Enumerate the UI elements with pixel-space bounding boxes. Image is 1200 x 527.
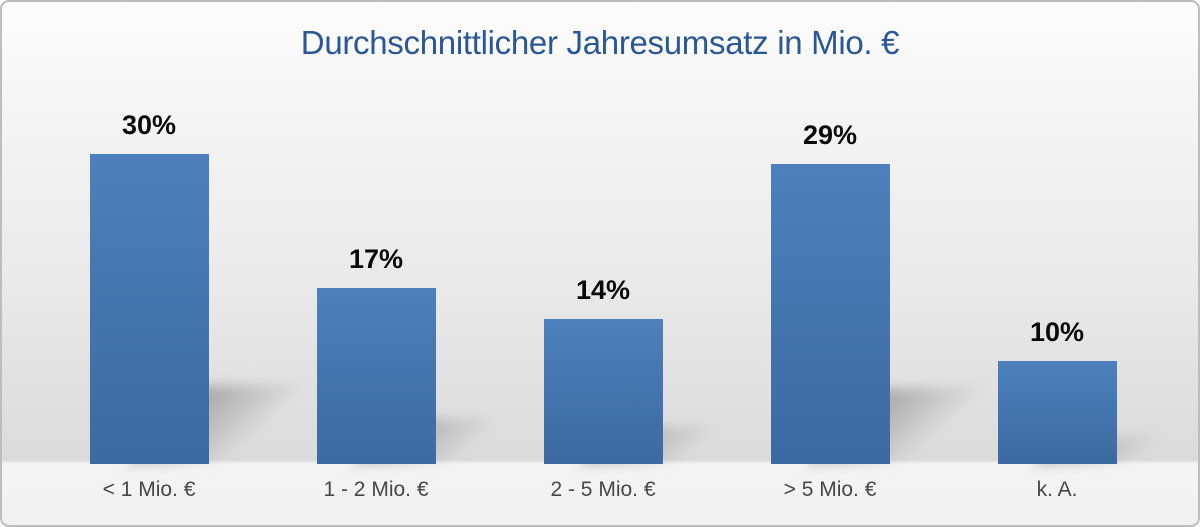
value-label: 17%	[348, 244, 404, 274]
chart-title: Durchschnittlicher Jahresumsatz in Mio. …	[300, 24, 900, 61]
value-label: 14%	[575, 275, 631, 305]
bar	[998, 361, 1117, 464]
category-label: > 5 Mio. €	[783, 478, 877, 501]
category-label: < 1 Mio. €	[102, 478, 196, 501]
value-label: 30%	[121, 110, 177, 140]
value-label: 29%	[802, 120, 858, 150]
value-label: 10%	[1029, 317, 1085, 347]
category-label: 1 - 2 Mio. €	[323, 478, 429, 501]
category-label: 2 - 5 Mio. €	[550, 478, 656, 501]
category-label: k. A.	[1036, 478, 1078, 501]
bar	[544, 319, 663, 464]
bar	[317, 288, 436, 464]
bar	[90, 154, 209, 464]
bar	[771, 164, 890, 464]
